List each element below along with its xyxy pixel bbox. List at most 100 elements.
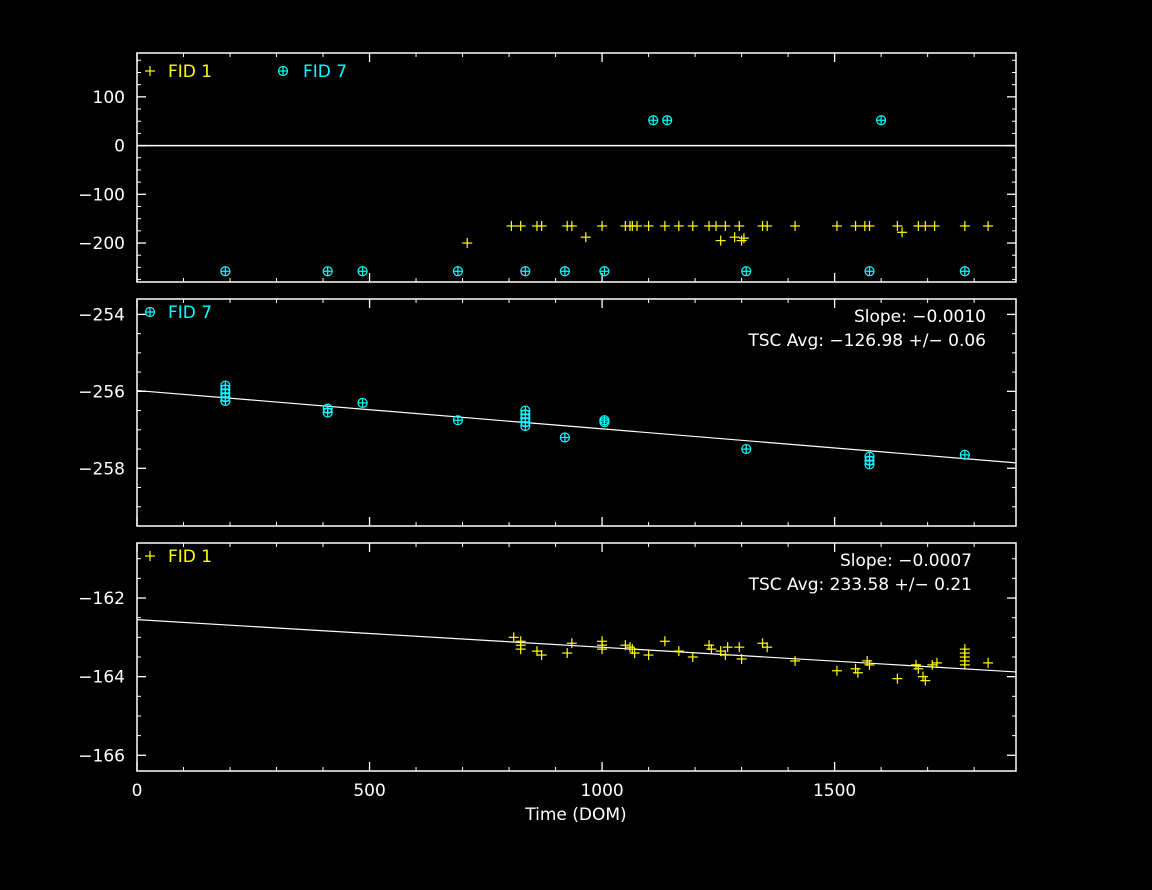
data-point — [850, 220, 861, 231]
data-point — [864, 220, 875, 231]
legend-marker — [144, 306, 156, 318]
panel-3: −162 −164 −166 FID 1 Slope: −0.0007 TSC Avg: … — [78, 542, 1017, 772]
legend-marker — [277, 65, 289, 77]
x-tick-label: 0 — [132, 781, 143, 801]
data-point — [536, 220, 547, 231]
x-axis-label: Time (DOM) — [524, 805, 626, 825]
x-axis: Time (DOM) 0 500 1000 1500 — [132, 781, 857, 825]
data-point — [790, 655, 801, 666]
data-point — [736, 653, 747, 664]
data-point — [520, 266, 531, 277]
y-ticks: −162 −164 −166 — [78, 558, 1016, 766]
data-point — [597, 644, 608, 655]
data-point — [629, 648, 640, 659]
data-point — [929, 220, 940, 231]
data-point — [659, 636, 670, 647]
data-point — [790, 220, 801, 231]
data-point — [566, 220, 577, 231]
data-point — [736, 235, 747, 246]
data-point — [876, 115, 887, 126]
data-point — [762, 220, 773, 231]
data-point — [722, 642, 733, 653]
data-point — [673, 646, 684, 657]
data-point — [508, 632, 519, 643]
y-tick-label: −166 — [78, 746, 125, 766]
panel-2: −254 −256 −258 FID 7 Slope: −0.0010 TSC Avg: … — [78, 298, 1017, 527]
data-point — [643, 220, 654, 231]
data-point — [322, 266, 333, 277]
data-point — [599, 417, 610, 428]
data-point — [648, 115, 659, 126]
x-tick-label: 1500 — [813, 781, 856, 801]
tsc-avg-label: TSC Avg: −126.98 +/− 0.06 — [747, 331, 986, 351]
y-tick-label: −162 — [78, 589, 125, 609]
data-point — [580, 232, 591, 243]
y-tick-label: −256 — [78, 382, 125, 402]
tsc-avg-label: TSC Avg: 233.58 +/− 0.21 — [748, 575, 972, 595]
data-point — [864, 459, 875, 470]
y-tick-label: 100 — [93, 88, 125, 108]
data-point — [734, 642, 745, 653]
x-ticks — [136, 299, 975, 526]
data-point — [515, 220, 526, 231]
panel-1: 100 0 −100 −200 FID 1 FID 7 — [78, 52, 1017, 283]
data-point — [720, 220, 731, 231]
data-point — [852, 667, 863, 678]
data-point — [959, 659, 970, 670]
data-point — [624, 642, 635, 653]
panel-frame — [136, 52, 1017, 283]
data-point — [920, 220, 931, 231]
series-fid-7 — [220, 380, 970, 470]
legend-marker — [145, 66, 155, 76]
data-point — [220, 266, 231, 277]
data-point — [559, 266, 570, 277]
series-fid-7 — [220, 115, 970, 277]
data-point — [536, 650, 547, 661]
fit-annotations: Slope: −0.0007 TSC Avg: 233.58 +/− 0.21 — [748, 551, 972, 595]
data-point — [831, 665, 842, 676]
data-point — [631, 220, 642, 231]
data-point — [452, 266, 464, 277]
series-fid-1 — [462, 220, 994, 249]
data-point — [357, 397, 368, 408]
panels: 100 0 −100 −200 FID 1 FID 7 −254 −256 −258 FID 7 S… — [78, 52, 1017, 772]
data-point — [927, 659, 938, 670]
x-tick-label: 500 — [353, 781, 385, 801]
x-tick-label: 1000 — [580, 781, 623, 801]
data-point — [462, 238, 473, 249]
data-point — [864, 659, 875, 670]
data-point — [520, 420, 531, 432]
data-point — [983, 657, 994, 668]
legend-label: FID 1 — [168, 62, 212, 82]
data-point — [831, 220, 842, 231]
y-ticks: 100 0 −100 −200 — [78, 59, 1016, 281]
data-point — [711, 220, 722, 231]
y-tick-label: −100 — [78, 185, 125, 205]
data-point — [983, 220, 994, 231]
data-point — [959, 449, 970, 460]
data-point — [599, 266, 610, 277]
data-point — [920, 675, 931, 686]
data-point — [566, 638, 577, 649]
data-point — [452, 415, 464, 426]
data-point — [687, 220, 698, 231]
data-point — [643, 650, 654, 661]
legend: FID 1 — [145, 547, 212, 567]
data-point — [706, 644, 717, 655]
data-point — [559, 432, 570, 443]
data-point — [864, 266, 875, 277]
data-point — [738, 233, 749, 244]
data-point — [734, 220, 745, 231]
data-point — [220, 395, 231, 407]
data-point — [729, 232, 740, 243]
slope-label: Slope: −0.0010 — [854, 307, 986, 327]
data-point — [715, 235, 726, 246]
y-tick-label: 0 — [114, 137, 125, 157]
data-point — [506, 220, 517, 231]
slope-label: Slope: −0.0007 — [840, 551, 972, 571]
data-point — [515, 644, 526, 655]
y-tick-label: −200 — [78, 234, 125, 254]
series-fid-1 — [508, 632, 994, 686]
